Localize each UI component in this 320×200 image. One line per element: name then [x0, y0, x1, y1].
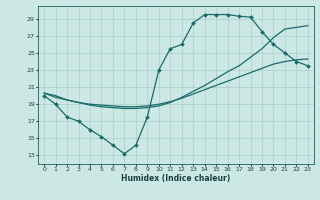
- X-axis label: Humidex (Indice chaleur): Humidex (Indice chaleur): [121, 174, 231, 183]
